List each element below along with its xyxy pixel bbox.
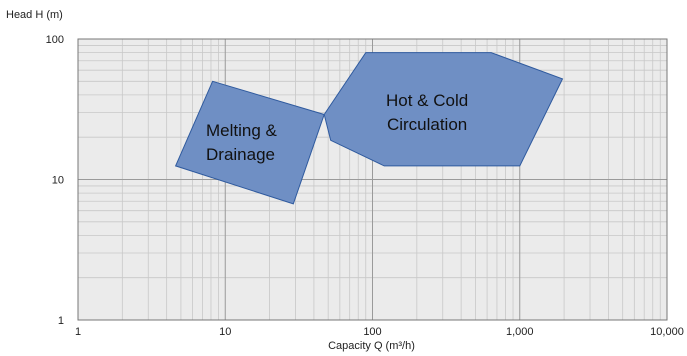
y-tick-label: 1	[58, 315, 64, 327]
regions	[174, 52, 564, 205]
plot-frame	[77, 38, 668, 321]
region-label-line: Circulation	[386, 115, 468, 134]
x-tick-label: 1	[75, 326, 81, 338]
y-tick-label: 10	[52, 175, 64, 187]
x-axis-label: Capacity Q (m³/h)	[328, 340, 415, 352]
tick-labels: 1 10 100 1,000 10,000 1 10 100	[46, 34, 684, 338]
region-label-melting-drainage: Melting & Drainage	[206, 119, 277, 167]
region-label-hot-cold-circulation: Hot & Cold Circulation	[386, 89, 468, 137]
x-tick-label: 1,000	[506, 326, 534, 338]
region-hot-cold-circulation	[323, 52, 564, 167]
region-label-line: Hot & Cold	[386, 91, 469, 110]
y-tick-label: 100	[46, 34, 64, 46]
x-tick-label: 10,000	[650, 326, 684, 338]
x-tick-label: 10	[219, 326, 231, 338]
region-label-line: Melting &	[206, 121, 277, 140]
region-label-line: Drainage	[206, 145, 275, 164]
y-axis-label: Head H (m)	[6, 9, 63, 21]
x-tick-label: 100	[363, 326, 381, 338]
